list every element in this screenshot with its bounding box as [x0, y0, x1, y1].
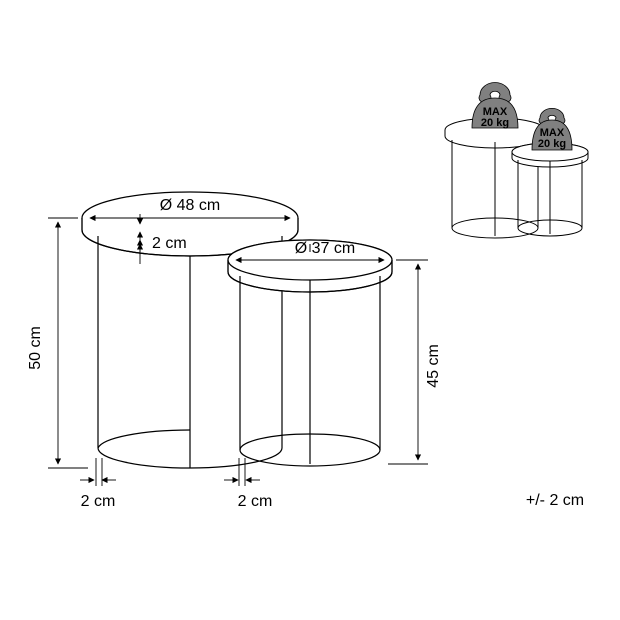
large-diameter-label: Ø 48 cm — [160, 197, 220, 214]
weight-small-line2: 20 kg — [538, 138, 566, 150]
large-table — [82, 192, 298, 468]
weight-icon-large: MAX 20 kg — [472, 83, 518, 130]
weight-large-line2: 20 kg — [481, 117, 509, 129]
small-table — [228, 240, 392, 466]
weight-capacity-diagram: MAX 20 kg MAX 20 kg — [445, 83, 588, 238]
small-leg-label: 2 cm — [238, 493, 273, 510]
large-thickness-label: 2 cm — [152, 235, 187, 252]
main-tables: Ø 48 cm 2 cm Ø 37 cm 50 cm 45 cm — [27, 192, 442, 510]
small-diameter-label: Ø 37 cm — [295, 240, 355, 257]
small-height-label: 45 cm — [425, 344, 442, 388]
tolerance-label: +/- 2 cm — [526, 492, 584, 509]
large-leg-label: 2 cm — [81, 493, 116, 510]
dimension-diagram: Ø 48 cm 2 cm Ø 37 cm 50 cm 45 cm — [0, 0, 620, 620]
large-height-label: 50 cm — [27, 326, 44, 370]
weight-icon-small: MAX 20 kg — [532, 108, 572, 150]
